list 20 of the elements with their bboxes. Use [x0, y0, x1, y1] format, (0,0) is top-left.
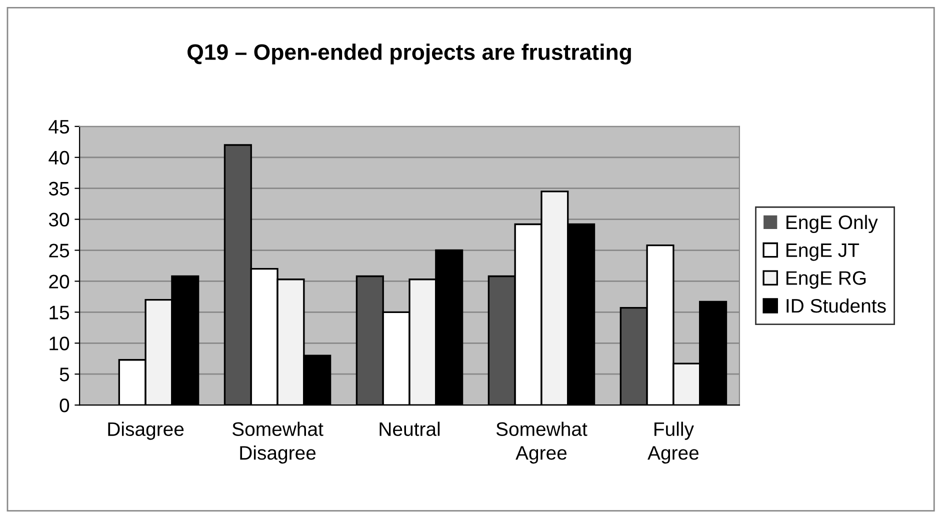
x-tick-label: Fully Agree: [648, 422, 699, 464]
legend-label: ID Students: [786, 298, 886, 313]
x-tick-label: Disagree: [108, 422, 184, 440]
x-tick-label: Somewhat Disagree: [232, 422, 324, 464]
y-tick-label: 15: [50, 306, 70, 320]
legend-label: EngE Only: [786, 214, 878, 234]
y-tick-label: 10: [50, 336, 70, 350]
x-tick-label: Somewhat Agree: [496, 422, 588, 464]
y-tick-label: 35: [48, 182, 70, 196]
y-tick-label: 45: [48, 120, 70, 134]
y-tick-label: 30: [48, 212, 70, 227]
y-tick-label: 25: [49, 244, 70, 258]
y-tick-label: 0: [60, 398, 70, 412]
x-tick-label: Neutral: [380, 422, 440, 436]
y-tick-label: 5: [60, 368, 70, 382]
legend-label: EngE JT: [786, 243, 860, 261]
legend-label: EngE RG: [786, 271, 866, 289]
y-tick-label: 40: [48, 150, 70, 165]
y-tick-label: 20: [49, 274, 70, 288]
chart-title: Q19 – Open-ended projects are frustrating: [188, 44, 631, 64]
